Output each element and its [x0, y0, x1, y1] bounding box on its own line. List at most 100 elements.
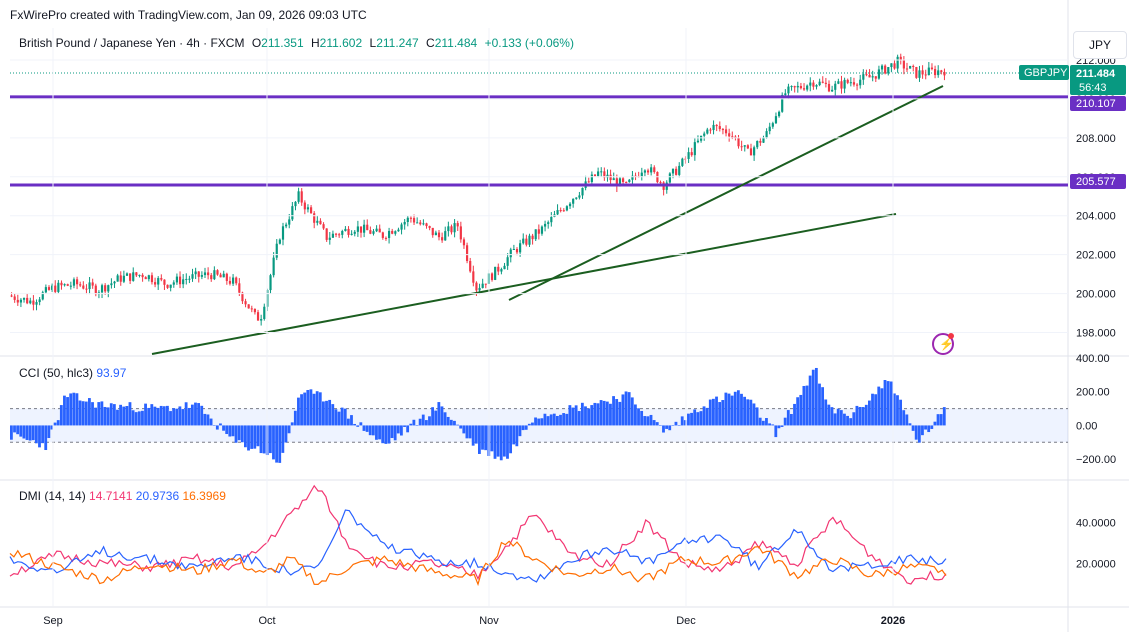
cci-bar [559, 414, 562, 426]
candle-body [812, 82, 815, 87]
candle-body [855, 84, 859, 86]
cci-bar [284, 425, 288, 443]
cci-bar [805, 385, 809, 426]
candle-body [559, 210, 562, 212]
cci-bar [830, 407, 834, 426]
cci-bar [802, 385, 806, 426]
cci-bar [88, 398, 91, 426]
symbol-legend[interactable]: British Pound / Japanese Yen · 4h · FXCM… [19, 36, 574, 50]
lightning-icon[interactable]: ⚡ [932, 333, 954, 355]
candle-body [444, 231, 447, 241]
notification-dot [948, 333, 954, 339]
cci-bar [780, 425, 784, 427]
cci-bar [502, 425, 506, 457]
candle-body [537, 229, 540, 234]
cci-legend[interactable]: CCI (50, hlc3) 93.97 [19, 366, 126, 380]
candle-body [60, 282, 63, 286]
cci-bar [655, 422, 659, 426]
cci-bar [281, 425, 285, 453]
cci-bar [206, 414, 210, 426]
cci-bar [683, 420, 687, 426]
candle-body [490, 273, 494, 280]
candle-body [431, 227, 434, 236]
cci-bar [262, 425, 266, 454]
cci-bar [421, 414, 425, 426]
cci-bar [453, 420, 456, 426]
candle-body [369, 230, 372, 234]
candle-body [519, 243, 522, 253]
dmi-name[interactable]: DMI (14, 14) [19, 489, 86, 503]
level-2-value: 205.577 [1076, 176, 1116, 188]
candle-body [790, 86, 793, 88]
candle-body [331, 233, 335, 238]
cci-bar [278, 425, 282, 463]
candle-body [653, 167, 656, 173]
cci-bar [81, 401, 85, 426]
cci-bar [256, 425, 260, 447]
cci-bar [287, 425, 291, 434]
candle-body [341, 230, 344, 235]
cci-bar [531, 422, 534, 426]
candle-body [612, 178, 615, 181]
cci-bar [927, 425, 931, 433]
cci-bar [662, 425, 665, 433]
candle-body [562, 210, 565, 212]
candle-body [768, 126, 771, 132]
candle-body [550, 216, 553, 223]
candle-body [88, 282, 91, 290]
cci-bar [546, 416, 550, 426]
cci-bar [930, 425, 934, 429]
candle-body [422, 223, 425, 225]
cci-bar [471, 425, 475, 446]
cci-bar [116, 409, 119, 426]
cci-bar [668, 425, 672, 431]
candle-body [160, 278, 163, 280]
cci-bar [400, 425, 403, 436]
candle-body [921, 70, 924, 75]
candle-body [540, 226, 544, 234]
candle-body [746, 145, 749, 149]
cci-bar [403, 425, 406, 427]
instrument-name[interactable]: British Pound / Japanese Yen · 4h · FXCM [19, 36, 245, 50]
candle-body [157, 278, 160, 285]
candle-body [631, 175, 634, 180]
cci-bar [556, 415, 559, 426]
candle-body [325, 228, 328, 240]
dmi-line-plus-di [9, 484, 947, 585]
candle-body [253, 308, 257, 313]
cci-bar [584, 406, 587, 426]
cci-bar [605, 401, 609, 426]
cci-bar [540, 418, 544, 426]
candle-body [135, 272, 138, 276]
candle-body [412, 218, 416, 223]
cci-bar [465, 425, 469, 439]
candle-body [391, 230, 394, 234]
cci-bar [356, 425, 360, 427]
cci-bar [727, 393, 731, 426]
candle-body [344, 228, 347, 231]
symbol-tag [1019, 65, 1069, 80]
cci-bar [312, 393, 316, 426]
cci-bar [708, 399, 712, 426]
candle-body [459, 226, 462, 240]
cci-tick-label: 0.00 [1076, 420, 1097, 432]
cci-bar [652, 420, 656, 426]
time-tick-label: 2026 [881, 615, 905, 627]
cci-bar [225, 425, 229, 435]
dmi-legend[interactable]: DMI (14, 14) 14.7141 20.9736 16.3969 [19, 489, 226, 503]
cci-bar [921, 425, 924, 436]
candle-body [244, 301, 247, 305]
cci-bar [702, 406, 706, 426]
candle-body [166, 284, 169, 288]
candle-body [500, 269, 503, 272]
cci-bar [19, 425, 23, 437]
cci-bar [846, 415, 849, 426]
cci-bar [162, 406, 166, 426]
cci-bar [680, 416, 684, 426]
cci-name[interactable]: CCI (50, hlc3) [19, 366, 94, 380]
cci-bar [908, 423, 912, 426]
currency-button[interactable]: JPY [1073, 31, 1127, 59]
cci-bar [268, 425, 272, 454]
cci-bar [31, 425, 35, 441]
